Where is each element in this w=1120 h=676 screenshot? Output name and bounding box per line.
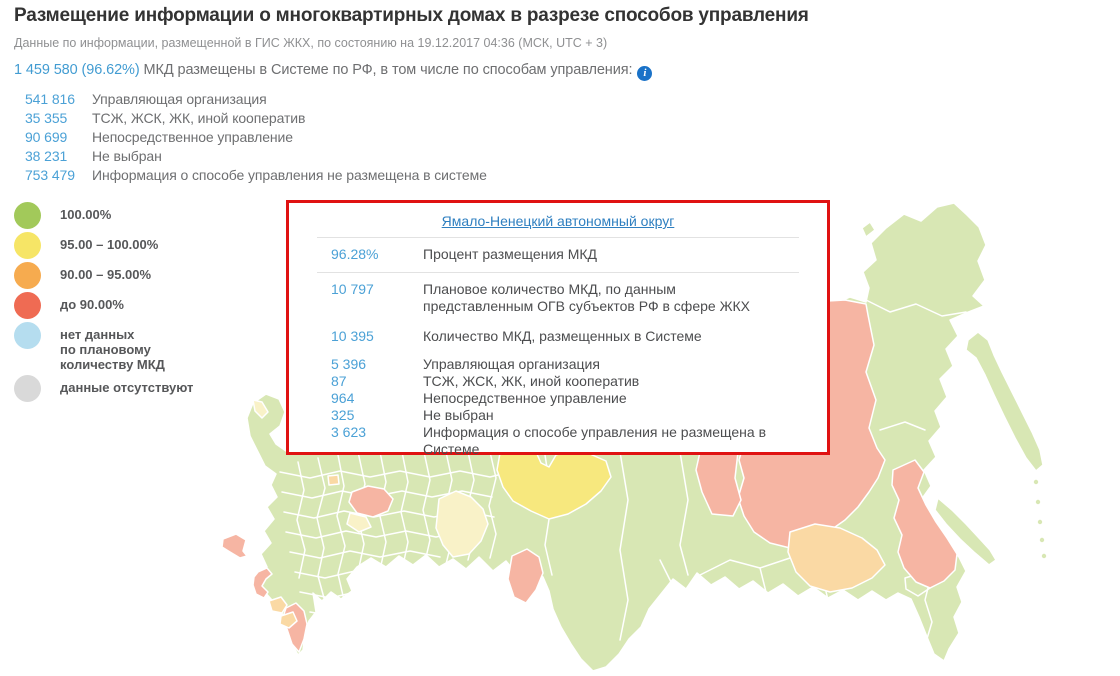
map-region-red-moscow[interactable] [348, 485, 394, 518]
legend-swatch-lightblue [14, 322, 41, 349]
tooltip-breakdown-row: 5 396 Управляющая организация [317, 356, 799, 373]
summary-label: Непосредственное управление [92, 129, 293, 145]
legend-item-no-data: данные отсутствуют [14, 375, 193, 402]
tooltip-breakdown: 5 396 Управляющая организация 87 ТСЖ, ЖС… [317, 356, 799, 458]
summary-row: 90 699 Непосредственное управление [25, 128, 487, 147]
region-tooltip: Ямало-Ненецкий автономный округ 96.28% П… [286, 200, 830, 458]
summary-value: 90 699 [25, 129, 68, 145]
divider [317, 237, 799, 238]
region-link[interactable]: Ямало-Ненецкий автономный округ [441, 213, 675, 229]
legend-item-no-plan-data: нет данных по плановому количеству МКД [14, 322, 165, 372]
map-region-sakhalin[interactable] [934, 497, 997, 566]
legend-label: 95.00 – 100.00% [60, 237, 159, 252]
map-region-orange-amur[interactable] [787, 523, 886, 593]
summary-label: Управляющая организация [92, 91, 267, 107]
tooltip-value: 3 623 [331, 424, 367, 440]
map-region-orange-south1[interactable] [268, 596, 288, 614]
tooltip-title: Ямало-Ненецкий автономный округ [289, 203, 827, 237]
tooltip-label: Не выбран [423, 407, 494, 423]
divider [317, 272, 799, 273]
map-region-red-krasnoyarsk[interactable] [695, 451, 742, 517]
page-title: Размещение информации о многоквартирных … [14, 5, 809, 26]
legend-swatch-gray [14, 375, 41, 402]
map-region-yellow-murmansk[interactable] [252, 399, 269, 419]
legend-swatch-yellow [14, 232, 41, 259]
map-region-red-kaliningrad[interactable] [221, 533, 248, 559]
map-region-paleyellow-west[interactable] [435, 490, 489, 558]
tooltip-breakdown-row: 964 Непосредственное управление [317, 390, 799, 407]
legend-item-100: 100.00% [14, 202, 111, 229]
summary-label: Не выбран [92, 148, 162, 164]
map-region-red-khabarovsk[interactable] [891, 459, 958, 589]
legend-label: нет данных по плановому количеству МКД [60, 327, 165, 372]
tooltip-value: 96.28% [331, 246, 379, 262]
summary-label: Информация о способе управления не разме… [92, 167, 487, 183]
tooltip-label: Непосредственное управление [423, 390, 627, 406]
tooltip-breakdown-row: 325 Не выбран [317, 407, 799, 424]
legend-item-90-95: 90.00 – 95.00% [14, 262, 151, 289]
summary-value: 38 231 [25, 148, 68, 164]
summary-total-value: 1 459 580 (96.62%) [14, 62, 140, 78]
map-region-kurils[interactable] [1030, 459, 1047, 559]
tooltip-value: 964 [331, 390, 355, 406]
map-region-yellow-sverdlovsk[interactable] [496, 448, 612, 520]
tooltip-value: 87 [331, 373, 347, 389]
tooltip-value: 10 797 [331, 281, 374, 297]
legend-swatch-orange [14, 262, 41, 289]
summary-row: 35 355 ТСЖ, ЖСК, ЖК, иной кооператив [25, 109, 487, 128]
legend-swatch-red [14, 292, 41, 319]
tooltip-value: 5 396 [331, 356, 367, 372]
tooltip-label: ТСЖ, ЖСК, ЖК, иной кооператив [423, 373, 640, 389]
tooltip-row: 10 797 Плановое количество МКД, по данны… [317, 273, 799, 324]
summary-row: 753 479 Информация о способе управления … [25, 166, 487, 185]
legend-label: 100.00% [60, 207, 112, 222]
tooltip-label: Процент размещения МКД [423, 246, 598, 262]
info-icon[interactable]: i [637, 66, 653, 81]
summary-headline-text: МКД размещены в Системе по РФ, в том чис… [139, 62, 633, 78]
summary-value: 541 816 [25, 91, 75, 107]
legend-swatch-green [14, 202, 41, 229]
legend-label: до 90.00% [60, 297, 124, 312]
tooltip-breakdown-row: 3 623 Информация о способе управления не… [317, 424, 799, 458]
summary-value: 753 479 [25, 167, 75, 183]
map-region-red-chelyabinsk[interactable] [507, 548, 544, 604]
summary-row: 541 816 Управляющая организация [25, 90, 487, 109]
tooltip-label: Информация о способе управления не разме… [423, 424, 767, 457]
tooltip-label: Количество МКД, размещенных в Системе [423, 328, 702, 344]
map-region-paleyellow-small[interactable] [346, 512, 372, 533]
summary-headline: 1 459 580 (96.62%) МКД размещены в Систе… [14, 62, 653, 81]
summary-label: ТСЖ, ЖСК, ЖК, иной кооператив [92, 110, 306, 126]
tooltip-row: 10 395 Количество МКД, размещенных в Сис… [317, 324, 799, 354]
legend-item-95-100: 95.00 – 100.00% [14, 232, 158, 259]
summary-list: 541 816 Управляющая организация 35 355 Т… [25, 90, 487, 185]
page-subtitle: Данные по информации, размещенной в ГИС … [14, 36, 608, 50]
legend-label: 90.00 – 95.00% [60, 267, 152, 282]
tooltip-value: 325 [331, 407, 355, 423]
legend-label: данные отсутствуют [60, 380, 194, 395]
summary-value: 35 355 [25, 110, 68, 126]
summary-row: 38 231 Не выбран [25, 147, 487, 166]
tooltip-row: 96.28% Процент размещения МКД [317, 238, 799, 272]
map-region-orange-small[interactable] [327, 474, 340, 486]
tooltip-breakdown-row: 87 ТСЖ, ЖСК, ЖК, иной кооператив [317, 373, 799, 390]
map-region-island[interactable] [861, 221, 876, 238]
tooltip-label: Плановое количество МКД, по данным предс… [423, 281, 750, 314]
tooltip-value: 10 395 [331, 328, 374, 344]
tooltip-label: Управляющая организация [423, 356, 600, 372]
legend-item-below-90: до 90.00% [14, 292, 124, 319]
map-region-orange-south2[interactable] [279, 611, 298, 629]
map-region-kamchatka[interactable] [965, 331, 1044, 472]
map-region-red-crimea[interactable] [252, 567, 273, 599]
